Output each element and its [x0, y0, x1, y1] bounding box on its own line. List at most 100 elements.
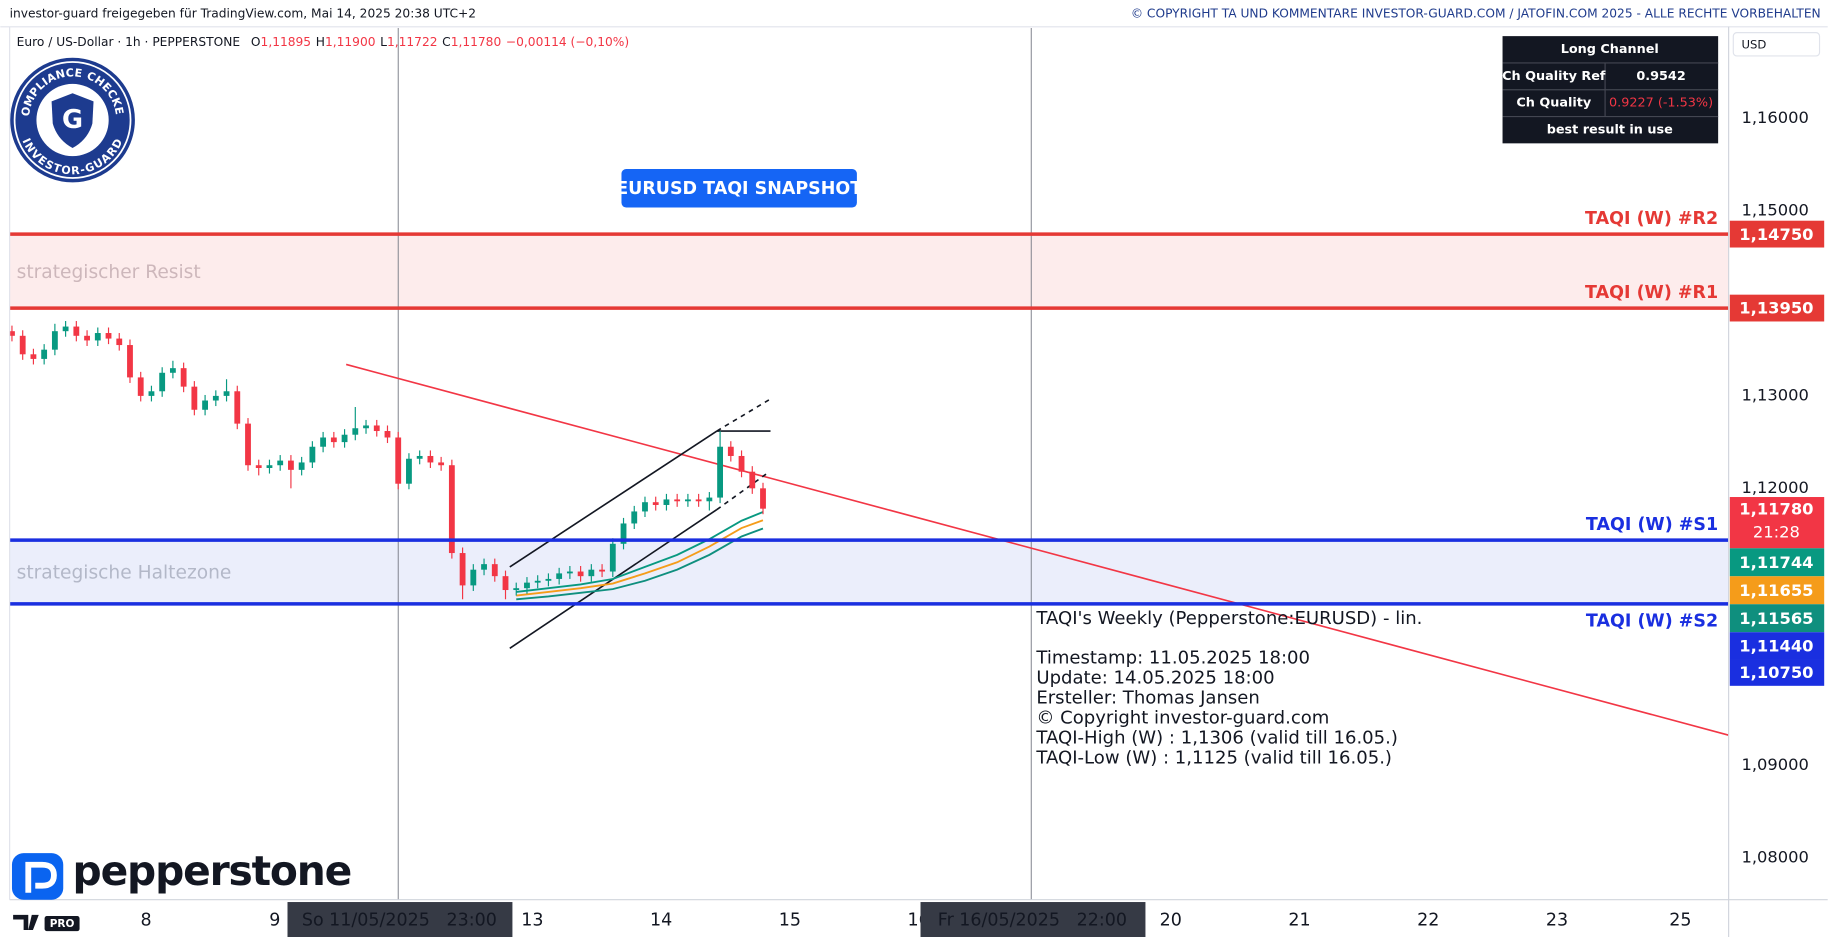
- crosshair-label-box: [920, 902, 1146, 937]
- tv-logo: PRO: [13, 914, 80, 932]
- candle-body: [556, 573, 563, 579]
- x-tick-label: 21: [1288, 911, 1310, 931]
- candle-body: [663, 499, 670, 505]
- candle-body: [513, 588, 520, 591]
- currency-box: [1732, 32, 1821, 57]
- candle-body: [330, 437, 337, 443]
- candle-body: [277, 460, 284, 466]
- x-tick-label: 23: [1546, 911, 1568, 931]
- x-tick-label: 25: [1669, 911, 1691, 931]
- candle-body: [481, 564, 487, 570]
- trendline: [345, 363, 1729, 736]
- candle-body: [502, 576, 509, 591]
- price-label: 1,11440: [1739, 636, 1813, 655]
- candle-body: [116, 338, 123, 346]
- tv-plan: PRO: [50, 918, 75, 930]
- candle-body: [212, 395, 219, 401]
- candle-body: [84, 335, 90, 341]
- candle-body: [19, 335, 26, 355]
- info-line: TAQI-Low (W) : 1,1125 (valid till 16.05.…: [1035, 748, 1392, 769]
- candle-body: [202, 400, 209, 410]
- candle-body: [191, 386, 198, 410]
- candle-body: [674, 499, 681, 502]
- candle-body: [341, 434, 348, 443]
- candle-body: [180, 368, 187, 387]
- candle-body: [373, 425, 380, 432]
- candle-body: [30, 354, 37, 359]
- legend-value: 1,11722: [387, 34, 438, 48]
- x-tick-label: 8: [141, 911, 152, 931]
- info-line: © Copyright investor-guard.com: [1036, 708, 1329, 729]
- price-label: 1,11655: [1739, 581, 1813, 600]
- candle-body: [717, 446, 724, 498]
- table-footer: best result in use: [1547, 122, 1673, 137]
- candle-body: [684, 499, 691, 502]
- currency: USD: [1741, 37, 1766, 51]
- candle-body: [459, 553, 466, 586]
- candle-body: [738, 455, 745, 472]
- candle-body: [566, 571, 573, 574]
- legend-value: 1,11900: [325, 34, 376, 48]
- trendline: [716, 471, 770, 511]
- y-tick-label: 1,08000: [1741, 848, 1808, 867]
- candle-body: [169, 368, 176, 373]
- header-right: © COPYRIGHT TA UND KOMMENTARE INVESTOR-G…: [1131, 6, 1821, 20]
- candle-body: [288, 460, 294, 470]
- x-tick-label: 14: [650, 911, 672, 931]
- candle-body: [245, 423, 251, 466]
- candle-body: [620, 523, 627, 544]
- badge-shield: [51, 93, 94, 149]
- header-left: investor-guard freigegeben für TradingVi…: [10, 6, 476, 20]
- price-label: 1,11780: [1739, 499, 1813, 518]
- candle-body: [223, 391, 230, 396]
- price-label-box: [1729, 604, 1825, 633]
- candle-body: [706, 497, 713, 502]
- candle-body: [41, 349, 48, 359]
- legend-key: L: [380, 34, 387, 48]
- level-name: TAQI (W) #R2: [1585, 209, 1718, 229]
- candle-body: [9, 331, 15, 336]
- candle-body: [727, 446, 734, 456]
- x-tick-label: 9: [269, 911, 280, 931]
- price-label: 1,11565: [1739, 609, 1813, 628]
- legend-value: 1,11780: [451, 34, 502, 48]
- candle-body: [234, 391, 241, 424]
- candle-body: [395, 437, 402, 484]
- ma-line: [516, 519, 764, 597]
- zone: [9, 234, 1729, 309]
- badge-letter: G: [62, 105, 83, 135]
- candle-body: [491, 564, 498, 577]
- price-label: 1,11744: [1739, 553, 1813, 572]
- channel-table: Long Channel Ch Quality Ref 0.9542 Ch Qu…: [1502, 36, 1719, 144]
- candle-body: [588, 569, 595, 577]
- info-line: Timestamp: 11.05.2025 18:00: [1035, 647, 1310, 668]
- price-label-box: [1729, 632, 1825, 660]
- price-label-box: [1729, 497, 1825, 549]
- candle-body: [363, 425, 369, 429]
- candle-body: [62, 326, 69, 332]
- candle-body: [642, 502, 648, 512]
- y-tick-label: 1,16000: [1741, 108, 1808, 127]
- table-cell: 0.9542: [1636, 69, 1685, 84]
- table-title: Long Channel: [1561, 42, 1659, 57]
- crosshair-label-box: [287, 902, 513, 937]
- zone-name: strategische Haltezone: [17, 563, 232, 584]
- table-cell: 0.9227 (-1.53%): [1609, 96, 1713, 111]
- tv-mark: [13, 914, 39, 931]
- x-tick-label: 15: [779, 911, 801, 931]
- y-tick-label: 1,12000: [1741, 478, 1808, 497]
- price-label-box: [1729, 659, 1825, 686]
- legend-change: −0,00114 (−0,10%): [506, 34, 629, 48]
- price-label-box: [1729, 576, 1825, 605]
- candle-body: [631, 511, 638, 524]
- candle-body: [599, 569, 605, 572]
- candle-body: [73, 326, 80, 336]
- candle-body: [524, 582, 530, 589]
- info-title: TAQI's Weekly (Pepperstone:EURUSD) - lin…: [1035, 608, 1422, 629]
- table-cell: Ch Quality Ref: [1502, 69, 1606, 84]
- trendline: [509, 430, 718, 568]
- candle-body: [137, 377, 144, 396]
- table-cell: Ch Quality: [1516, 96, 1591, 111]
